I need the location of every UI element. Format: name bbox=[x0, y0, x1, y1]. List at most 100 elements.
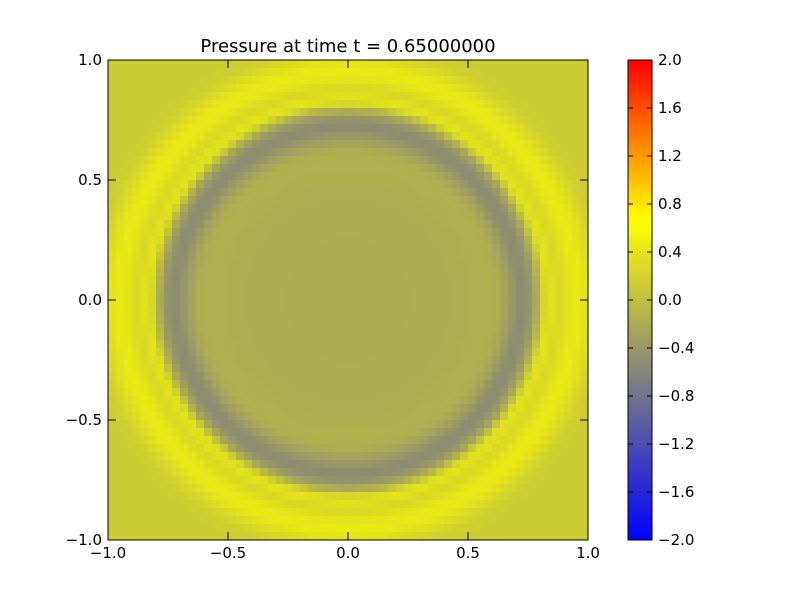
heatmap-cell bbox=[156, 308, 165, 317]
heatmap-cell bbox=[196, 476, 205, 485]
heatmap-cell bbox=[148, 356, 157, 365]
heatmap-cell bbox=[332, 348, 341, 357]
heatmap-cell bbox=[412, 324, 421, 333]
heatmap-cell bbox=[364, 484, 373, 493]
heatmap-cell bbox=[356, 140, 365, 149]
heatmap-cell bbox=[548, 108, 557, 117]
heatmap-cell bbox=[548, 460, 557, 469]
heatmap-cell bbox=[412, 292, 421, 301]
heatmap-cell bbox=[324, 308, 333, 317]
heatmap-cell bbox=[428, 380, 437, 389]
heatmap-cell bbox=[524, 348, 533, 357]
heatmap-cell bbox=[204, 292, 213, 301]
heatmap-cell bbox=[156, 316, 165, 325]
heatmap-cell bbox=[180, 444, 189, 453]
heatmap-cell bbox=[572, 492, 581, 501]
heatmap-cell bbox=[356, 164, 365, 173]
heatmap-cell bbox=[556, 292, 565, 301]
heatmap-cell bbox=[292, 508, 301, 517]
heatmap-cell bbox=[484, 84, 493, 93]
heatmap-cell bbox=[364, 124, 373, 133]
heatmap-cell bbox=[396, 68, 405, 77]
heatmap-cell bbox=[580, 396, 589, 405]
heatmap-cell bbox=[156, 444, 165, 453]
heatmap-cell bbox=[372, 132, 381, 141]
heatmap-cell bbox=[116, 284, 125, 293]
heatmap-cell bbox=[540, 356, 549, 365]
heatmap-cell bbox=[292, 212, 301, 221]
heatmap-cell bbox=[460, 84, 469, 93]
heatmap-cell bbox=[460, 508, 469, 517]
heatmap-cell bbox=[476, 236, 485, 245]
heatmap-cell bbox=[124, 84, 133, 93]
heatmap-cell bbox=[380, 60, 389, 69]
heatmap-cell bbox=[316, 500, 325, 509]
heatmap-cell bbox=[564, 204, 573, 213]
heatmap-cell bbox=[124, 324, 133, 333]
heatmap-cell bbox=[324, 412, 333, 421]
heatmap-cell bbox=[188, 132, 197, 141]
heatmap-cell bbox=[532, 236, 541, 245]
heatmap-cell bbox=[492, 428, 501, 437]
heatmap-cell bbox=[228, 100, 237, 109]
heatmap-cell bbox=[396, 188, 405, 197]
heatmap-cell bbox=[548, 412, 557, 421]
heatmap-cell bbox=[316, 428, 325, 437]
heatmap-cell bbox=[340, 476, 349, 485]
heatmap-cell bbox=[380, 524, 389, 533]
heatmap-cell bbox=[540, 108, 549, 117]
heatmap-cell bbox=[308, 372, 317, 381]
heatmap-cell bbox=[340, 468, 349, 477]
heatmap-cell bbox=[492, 492, 501, 501]
heatmap-cell bbox=[364, 396, 373, 405]
heatmap-cell bbox=[108, 516, 117, 525]
heatmap-cell bbox=[180, 372, 189, 381]
heatmap-cell bbox=[404, 164, 413, 173]
heatmap-cell bbox=[356, 452, 365, 461]
heatmap-cell bbox=[292, 396, 301, 405]
heatmap-cell bbox=[548, 204, 557, 213]
heatmap-cell bbox=[212, 76, 221, 85]
heatmap-cell bbox=[124, 260, 133, 269]
heatmap-cell bbox=[412, 508, 421, 517]
heatmap-cell bbox=[316, 316, 325, 325]
heatmap-cell bbox=[196, 180, 205, 189]
heatmap-cell bbox=[436, 300, 445, 309]
heatmap-cell bbox=[380, 492, 389, 501]
heatmap-cell bbox=[388, 196, 397, 205]
heatmap-cell bbox=[180, 364, 189, 373]
heatmap-cell bbox=[308, 484, 317, 493]
heatmap-cell bbox=[516, 172, 525, 181]
heatmap-cell bbox=[124, 308, 133, 317]
heatmap-cell bbox=[268, 84, 277, 93]
heatmap-cell bbox=[156, 180, 165, 189]
heatmap-cell bbox=[556, 212, 565, 221]
heatmap-cell bbox=[116, 500, 125, 509]
heatmap-cell bbox=[180, 60, 189, 69]
heatmap-cell bbox=[420, 332, 429, 341]
heatmap-cell bbox=[332, 84, 341, 93]
heatmap-cell bbox=[412, 172, 421, 181]
heatmap-cell bbox=[316, 260, 325, 269]
heatmap-cell bbox=[460, 244, 469, 253]
heatmap-cell bbox=[300, 300, 309, 309]
heatmap-cell bbox=[372, 332, 381, 341]
heatmap-cell bbox=[324, 188, 333, 197]
heatmap-cell bbox=[428, 220, 437, 229]
heatmap-cell bbox=[180, 228, 189, 237]
heatmap-cell bbox=[148, 132, 157, 141]
heatmap-cell bbox=[412, 260, 421, 269]
heatmap-cell bbox=[316, 468, 325, 477]
heatmap-cell bbox=[412, 316, 421, 325]
heatmap-cell bbox=[156, 116, 165, 125]
heatmap-cell bbox=[516, 212, 525, 221]
heatmap-cell bbox=[428, 236, 437, 245]
heatmap-cell bbox=[388, 460, 397, 469]
heatmap-cell bbox=[452, 444, 461, 453]
heatmap-cell bbox=[436, 316, 445, 325]
heatmap-cell bbox=[412, 380, 421, 389]
heatmap-cell bbox=[492, 228, 501, 237]
heatmap-cell bbox=[140, 460, 149, 469]
heatmap-cell bbox=[124, 444, 133, 453]
heatmap-cell bbox=[516, 236, 525, 245]
